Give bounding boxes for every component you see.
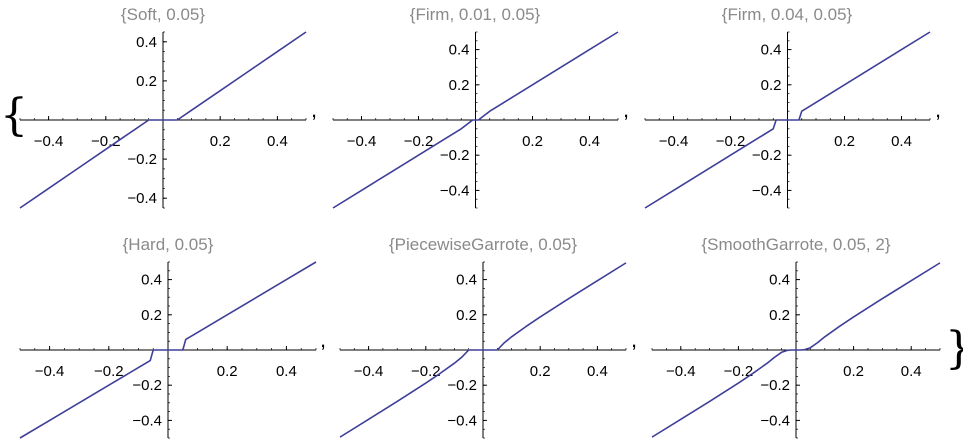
x-tick-label: 0.4 (267, 133, 288, 150)
series-line (19, 261, 317, 439)
series-line (332, 31, 619, 209)
plot-panel: {Hard, 0.05} −0.4 −0.2 0.2 0.4 −0.4 −0.2 0.2 0.4… (19, 235, 326, 439)
plot-title: {PiecewiseGarrote, 0.05} (389, 235, 577, 254)
x-tick-label: 0.4 (587, 363, 608, 380)
y-tick-label: 0.2 (141, 307, 162, 324)
y-tick-label: 0.4 (141, 272, 162, 289)
x-tick-label: −0.4 (354, 363, 384, 380)
x-tick-label: 0.4 (579, 133, 600, 150)
x-tick-label: −0.2 (411, 363, 441, 380)
x-tick-label: −0.4 (35, 363, 65, 380)
x-tick-label: −0.2 (91, 133, 121, 150)
y-tick-label: 0.2 (136, 73, 157, 90)
y-tick-label: −0.4 (752, 182, 782, 199)
list-separator: , (623, 97, 629, 122)
list-open-brace: { (0, 90, 28, 141)
y-tick-label: −0.2 (447, 377, 477, 394)
plot-panel: {SmoothGarrote, 0.05, 2} −0.4 −0.2 0.2 0.4 −0… (651, 235, 941, 439)
y-tick-label: 0.2 (456, 307, 477, 324)
list-close-brace: } (945, 323, 963, 374)
x-tick-label: −0.4 (347, 133, 377, 150)
y-tick-label: 0.4 (136, 34, 157, 51)
list-separator: , (311, 97, 317, 122)
y-tick-label: 0.4 (769, 272, 790, 289)
plot-title: {Soft, 0.05} (121, 5, 205, 24)
y-tick-label: −0.2 (132, 377, 162, 394)
series-line (19, 31, 307, 209)
x-tick-label: 0.2 (522, 133, 543, 150)
y-tick-label: −0.4 (760, 412, 790, 429)
series-line (651, 262, 941, 438)
y-tick-label: −0.4 (127, 190, 157, 207)
y-tick-label: −0.4 (447, 412, 477, 429)
plot-title: {SmoothGarrote, 0.05, 2} (701, 235, 890, 254)
x-tick-label: −0.2 (716, 133, 746, 150)
x-tick-label: −0.2 (94, 363, 124, 380)
y-tick-label: 0.2 (449, 77, 470, 94)
y-tick-label: 0.4 (456, 272, 477, 289)
y-tick-label: −0.2 (127, 151, 157, 168)
x-tick-label: 0.2 (210, 133, 231, 150)
plot-panels: {Soft, 0.05} −0.4 −0.2 0.2 0.4 −0.4 −0.2 0.2 0.4… (19, 5, 941, 439)
y-tick-label: −0.2 (752, 147, 782, 164)
plot-panel: {Firm, 0.04, 0.05} −0.4 −0.2 0.2 0.4 −0.4 −0.2… (644, 5, 941, 209)
list-separator: , (631, 327, 637, 352)
x-tick-label: 0.2 (217, 363, 238, 380)
x-tick-label: −0.2 (724, 363, 754, 380)
plot-title: {Firm, 0.01, 0.05} (410, 5, 541, 24)
y-tick-label: 0.2 (761, 77, 782, 94)
plot-panel: {PiecewiseGarrote, 0.05} −0.4 −0.2 0.2 0.4 −0… (339, 235, 637, 439)
y-tick-label: 0.2 (769, 307, 790, 324)
series-line (339, 262, 627, 438)
x-tick-label: 0.2 (530, 363, 551, 380)
y-tick-label: −0.2 (440, 147, 470, 164)
y-tick-label: −0.4 (132, 412, 162, 429)
x-tick-label: −0.4 (666, 363, 696, 380)
x-tick-label: −0.4 (34, 133, 64, 150)
y-tick-label: 0.4 (761, 42, 782, 59)
x-tick-label: 0.4 (276, 363, 297, 380)
y-tick-label: −0.4 (440, 182, 470, 199)
list-separator: , (320, 327, 326, 352)
x-tick-label: 0.2 (834, 133, 855, 150)
x-tick-label: 0.4 (891, 133, 912, 150)
list-separator: , (935, 97, 941, 122)
x-tick-label: −0.4 (659, 133, 689, 150)
plot-title: {Firm, 0.04, 0.05} (722, 5, 853, 24)
x-tick-label: 0.2 (843, 363, 864, 380)
y-tick-label: 0.4 (449, 42, 470, 59)
x-tick-label: −0.2 (404, 133, 434, 150)
plot-panel: {Soft, 0.05} −0.4 −0.2 0.2 0.4 −0.4 −0.2 0.2 0.4… (19, 5, 317, 209)
y-tick-label: −0.2 (760, 377, 790, 394)
plot-title: {Hard, 0.05} (123, 235, 214, 254)
series-line (644, 31, 931, 209)
x-tick-label: 0.4 (901, 363, 922, 380)
plot-panel: {Firm, 0.01, 0.05} −0.4 −0.2 0.2 0.4 −0.4 −0.2… (332, 5, 629, 209)
